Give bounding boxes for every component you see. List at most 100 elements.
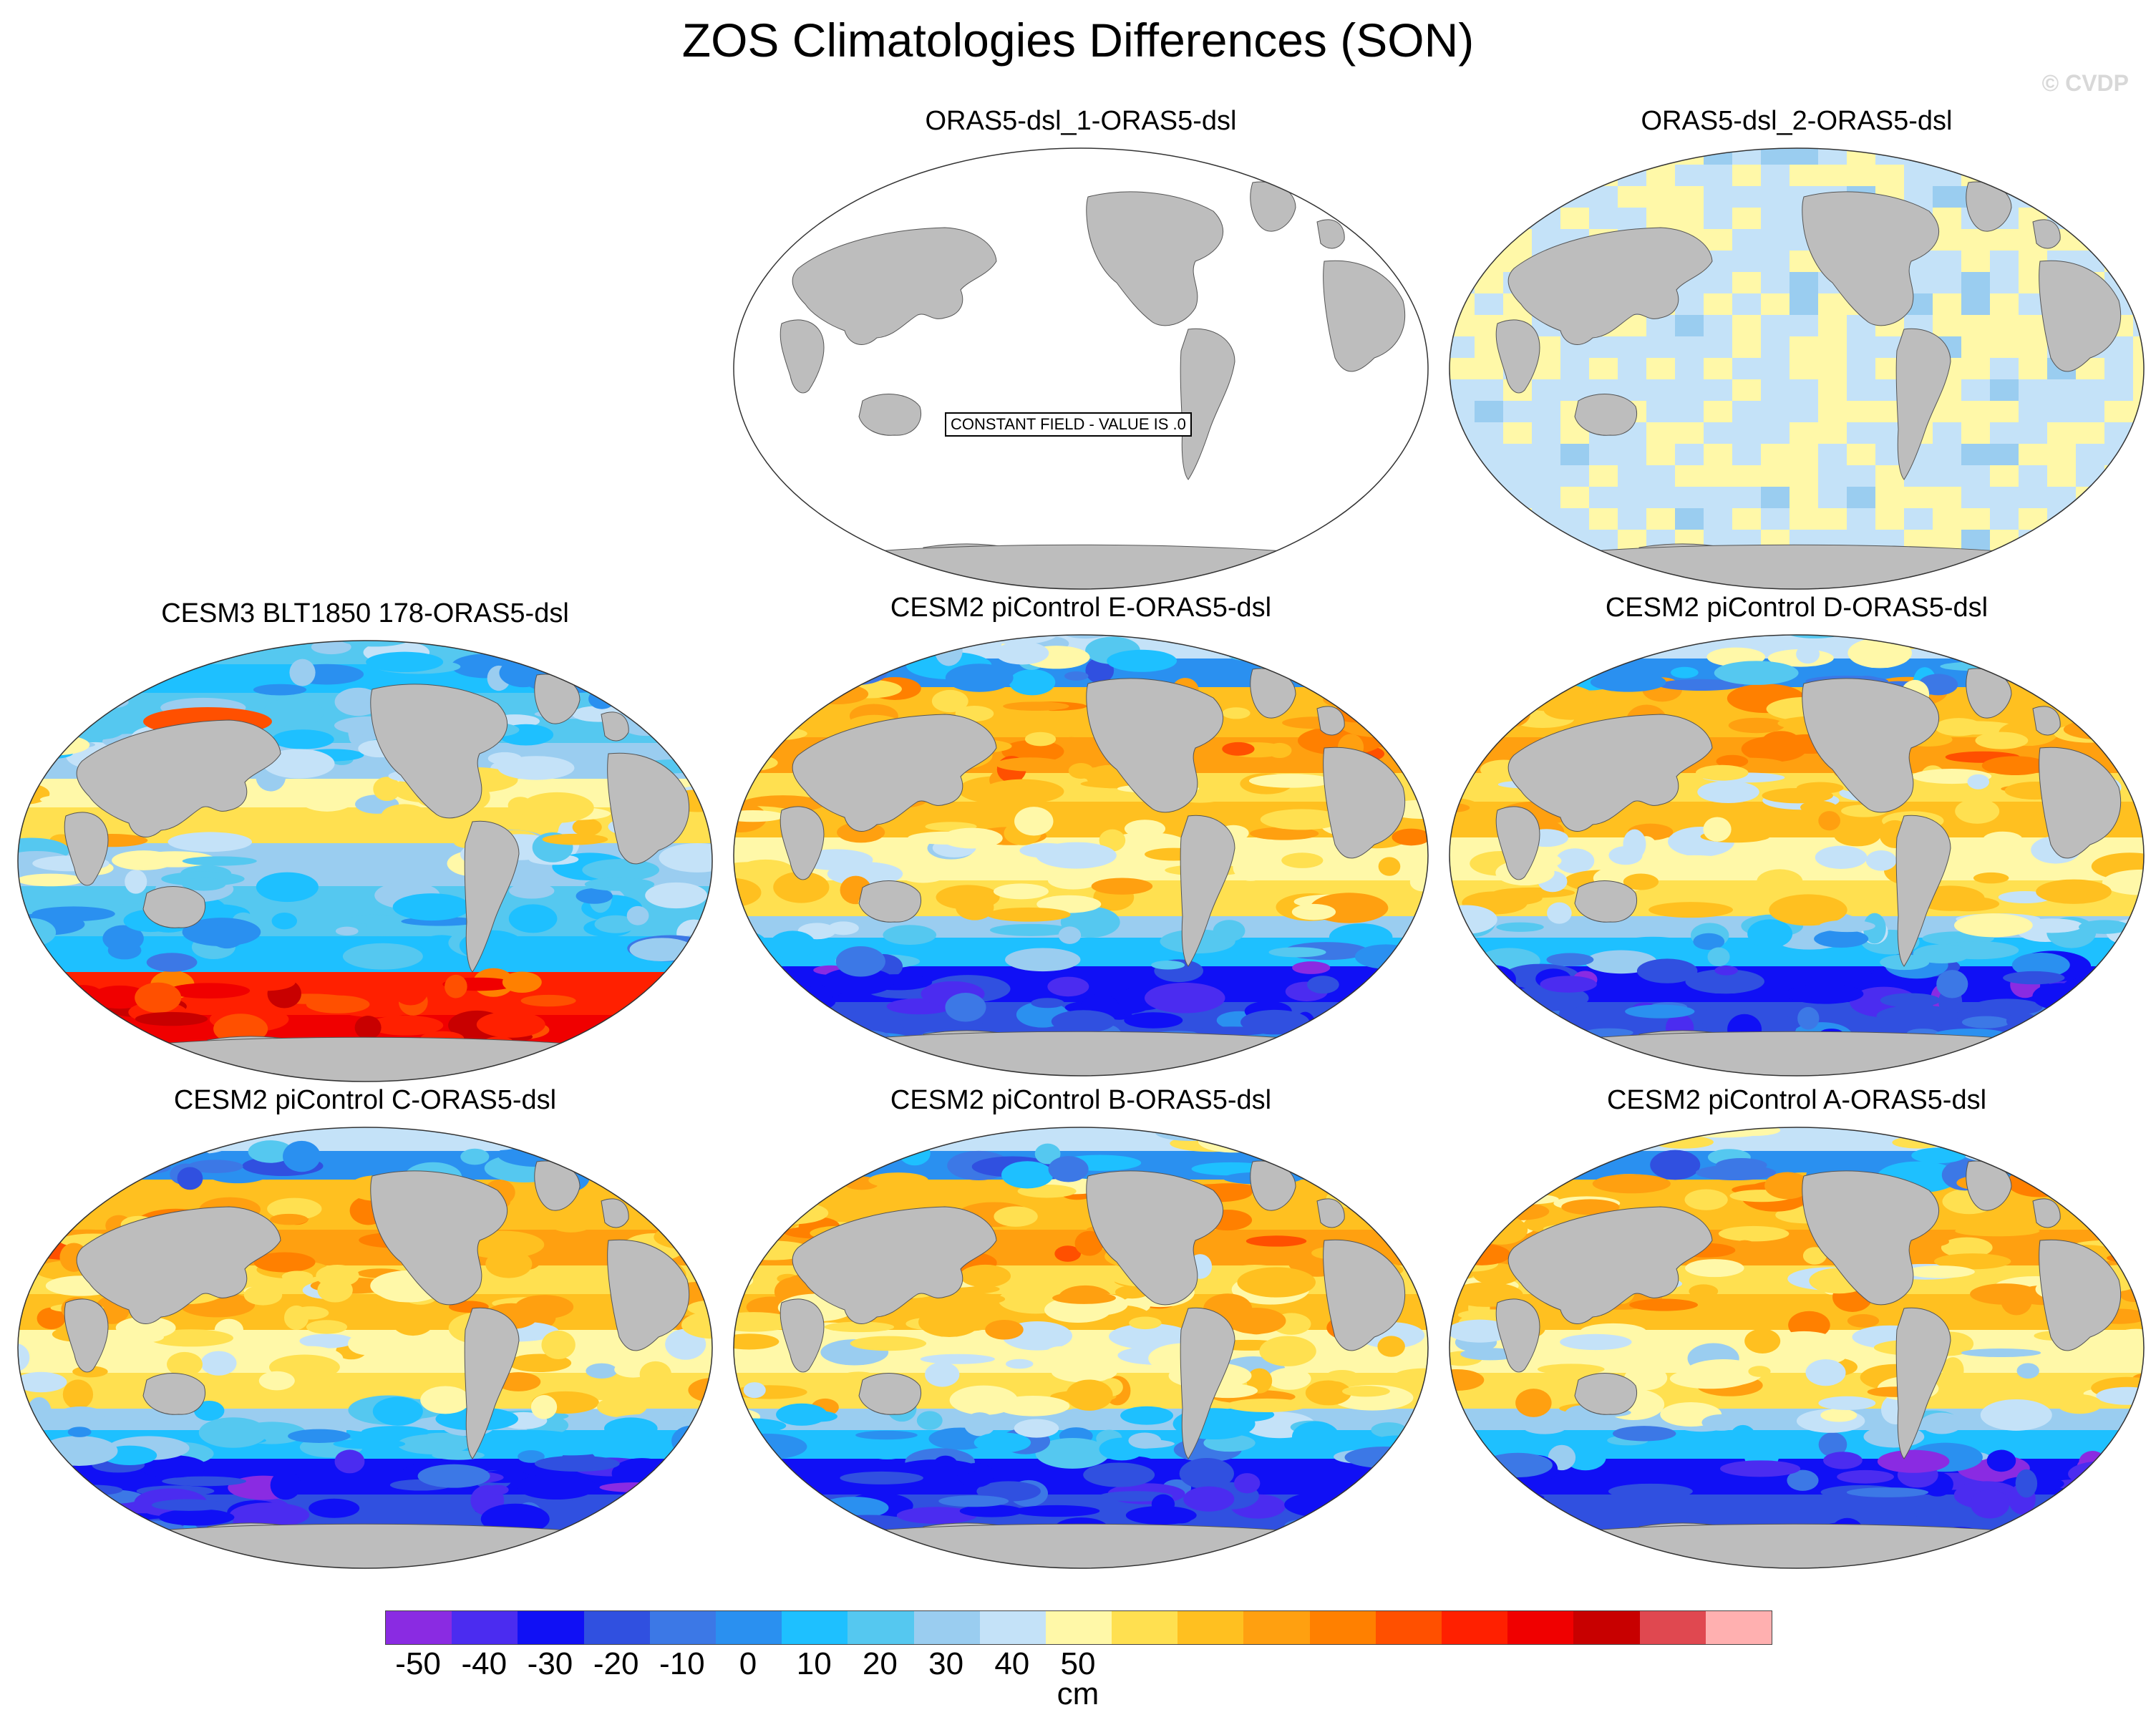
field-blob	[2001, 1287, 2032, 1316]
field-blob	[1494, 1193, 1559, 1205]
panel-title: ORAS5-dsl_1-ORAS5-dsl	[925, 106, 1237, 136]
field-blob	[18, 703, 50, 724]
map-border	[733, 634, 1429, 1077]
field-blob	[1991, 1539, 2071, 1552]
field-cell	[1675, 208, 1704, 230]
field-blob	[1327, 1555, 1392, 1568]
field-cell	[1990, 401, 2019, 423]
field-blob	[160, 641, 218, 644]
field-cell	[1618, 487, 1647, 509]
field-blob	[865, 1441, 910, 1459]
field-cell	[1589, 465, 1618, 487]
field-blob	[369, 1127, 401, 1134]
field-blob	[1865, 850, 1897, 871]
field-blob	[1404, 943, 1428, 963]
field-cell	[1646, 508, 1676, 530]
field-blob	[52, 656, 79, 681]
field-blob	[1268, 947, 1326, 958]
land-mass	[1316, 706, 1345, 736]
colorbar-swatch	[1177, 1611, 1244, 1644]
field-blob	[1166, 1565, 1238, 1568]
field-cell	[1646, 208, 1676, 230]
field-band	[18, 1151, 712, 1180]
field-cell	[1646, 358, 1676, 380]
field-blob	[821, 659, 888, 686]
field-blob	[2003, 971, 2065, 985]
field-blob	[2054, 1030, 2130, 1044]
field-blob	[925, 1362, 960, 1387]
field-cell	[1560, 208, 1590, 230]
field-blob	[1047, 871, 1099, 890]
field-blob	[1650, 1150, 1701, 1180]
field-blob	[774, 1162, 835, 1173]
field-blob	[1696, 1165, 1777, 1181]
field-blob	[1041, 1346, 1079, 1374]
colorbar-swatch	[452, 1611, 518, 1644]
field-blob	[1450, 1457, 1487, 1482]
field-cell	[1675, 293, 1704, 316]
field-blob	[1323, 691, 1366, 708]
field-blob	[1913, 944, 1971, 964]
field-blob	[637, 1013, 707, 1044]
field-blob	[586, 1363, 618, 1379]
field-blob	[989, 923, 1072, 936]
field-cell	[1732, 315, 1762, 337]
field-blob	[18, 1052, 65, 1073]
field-blob	[18, 1127, 87, 1147]
field-cell	[1990, 444, 2019, 466]
field-cell	[1675, 165, 1704, 187]
field-blob	[177, 1167, 203, 1190]
ocean-field	[1450, 1127, 2144, 1568]
field-cell	[1732, 336, 1762, 359]
field-blob	[994, 1206, 1038, 1227]
field-blob	[102, 925, 144, 952]
field-cell	[1990, 293, 2019, 316]
field-blob	[1612, 1426, 1676, 1442]
field-blob	[299, 1333, 355, 1348]
field-blob	[2033, 1129, 2117, 1157]
field-blob	[128, 641, 203, 648]
field-blob	[1326, 1369, 1358, 1382]
field-cell	[2047, 379, 2077, 402]
field-cell	[1875, 165, 1905, 187]
field-cell	[2133, 272, 2144, 294]
colorbar-swatch	[583, 1611, 650, 1644]
field-blob	[734, 988, 775, 999]
field-blob	[908, 831, 991, 845]
field-blob	[1590, 672, 1666, 692]
field-cell	[1532, 487, 1561, 509]
field-blob	[576, 888, 613, 904]
field-cell	[1732, 293, 1762, 316]
field-cell	[1847, 379, 1876, 402]
field-cell	[1503, 229, 1533, 251]
field-blob	[1707, 947, 1730, 967]
field-cell	[1790, 293, 1819, 316]
field-cell	[2133, 508, 2144, 530]
field-blob	[757, 1006, 818, 1021]
field-cell	[1933, 573, 1962, 589]
field-blob	[1398, 991, 1422, 1020]
field-blob	[2109, 956, 2144, 973]
field-blob	[46, 1490, 88, 1516]
field-cell	[2133, 551, 2144, 573]
field-blob	[734, 1385, 807, 1399]
field-blob	[36, 1482, 87, 1502]
field-blob	[2033, 1127, 2084, 1135]
field-blob	[734, 1312, 795, 1332]
land-mass	[792, 714, 997, 832]
field-blob	[922, 1185, 948, 1205]
field-blob	[135, 1011, 208, 1026]
field-blob	[1531, 1046, 1609, 1067]
field-blob	[182, 856, 257, 866]
field-blob	[888, 1550, 950, 1568]
map-plot	[733, 147, 1429, 590]
field-cell	[1475, 508, 1504, 530]
field-blob	[1345, 637, 1389, 659]
land-mass	[780, 1298, 825, 1373]
field-blob	[896, 1507, 978, 1524]
field-blob	[18, 1543, 92, 1565]
map-plot	[17, 1127, 713, 1569]
field-blob	[613, 1053, 654, 1065]
field-blob	[1125, 1505, 1197, 1525]
colorbar	[385, 1610, 1772, 1645]
